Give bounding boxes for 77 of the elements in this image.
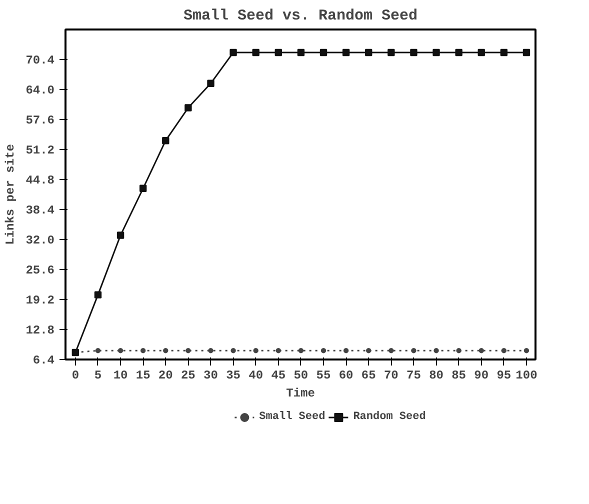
point (118, 348, 124, 354)
point (455, 48, 462, 56)
y-tick-label: 12.8 (26, 324, 55, 338)
point (524, 348, 530, 354)
y-tick-label: 6.4 (32, 354, 55, 368)
legend-label: Small Seed (259, 411, 326, 423)
point (434, 348, 439, 354)
x-tick-label: 45 (271, 368, 286, 382)
point (252, 48, 260, 56)
y-tick-label: 44.8 (26, 174, 55, 188)
point (230, 348, 236, 354)
x-tick-label: 85 (452, 368, 466, 382)
x-tick-label: 35 (226, 368, 240, 382)
point (365, 48, 372, 56)
x-tick-label: 100 (516, 368, 538, 382)
point (343, 348, 349, 354)
point (140, 348, 146, 354)
point (298, 348, 304, 354)
point (320, 48, 328, 56)
y-axis-title: Links per site (4, 144, 18, 245)
x-tick-label: 25 (180, 368, 196, 382)
point (162, 136, 170, 144)
x-tick-label: 90 (474, 368, 489, 382)
x-axis-title: Time (286, 386, 315, 400)
x-tick-label: 55 (316, 368, 331, 382)
y-tick-label: 38.4 (26, 204, 55, 218)
point (186, 348, 191, 354)
point (95, 348, 101, 354)
point (366, 348, 372, 354)
x-tick-label: 20 (158, 368, 173, 382)
point (94, 291, 102, 298)
point (410, 48, 418, 56)
point (253, 348, 258, 354)
y-tick-label: 32.0 (26, 234, 55, 248)
point (297, 48, 305, 56)
y-tick-label: 19.2 (26, 294, 55, 308)
point (163, 348, 168, 354)
point (478, 48, 485, 56)
x-tick-label: 70 (384, 368, 398, 382)
point (501, 348, 507, 354)
x-tick-label: 15 (136, 368, 150, 382)
point (478, 348, 484, 354)
x-tick-label: 75 (406, 368, 421, 382)
x-tick-label: 60 (338, 368, 354, 382)
legend-label: Random Seed (353, 411, 426, 423)
x-tick-label: 0 (72, 368, 80, 382)
point (116, 232, 124, 239)
point (388, 348, 394, 354)
point (320, 348, 326, 354)
point (411, 348, 416, 354)
point (230, 48, 237, 56)
x-tick-label: 95 (496, 368, 512, 382)
x-tick-label: 40 (248, 368, 264, 382)
y-tick-label: 64.0 (26, 84, 55, 98)
point (276, 348, 281, 354)
y-tick-label: 70.4 (26, 54, 55, 68)
point (456, 348, 462, 354)
point (208, 348, 214, 354)
point (500, 48, 508, 56)
x-tick-label: 80 (429, 368, 444, 382)
y-tick-label: 25.6 (26, 264, 55, 278)
point (432, 48, 440, 56)
x-tick-label: 30 (204, 368, 218, 382)
x-tick-label: 10 (113, 368, 128, 382)
point (522, 48, 530, 56)
point (207, 80, 214, 88)
point (274, 48, 282, 56)
point (388, 48, 395, 56)
x-tick-label: 5 (94, 368, 102, 382)
chart-title: Small Seed vs. Random Seed (183, 8, 418, 24)
point (139, 184, 147, 192)
x-tick-label: 50 (294, 368, 308, 382)
y-tick-label: 57.6 (26, 114, 55, 128)
point (342, 48, 350, 56)
point (184, 104, 192, 112)
y-tick-label: 51.2 (26, 144, 55, 158)
x-tick-label: 65 (361, 368, 376, 382)
